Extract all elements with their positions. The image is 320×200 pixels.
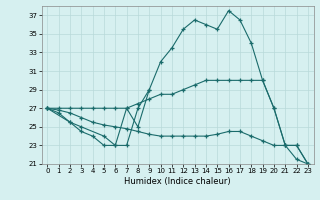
X-axis label: Humidex (Indice chaleur): Humidex (Indice chaleur): [124, 177, 231, 186]
